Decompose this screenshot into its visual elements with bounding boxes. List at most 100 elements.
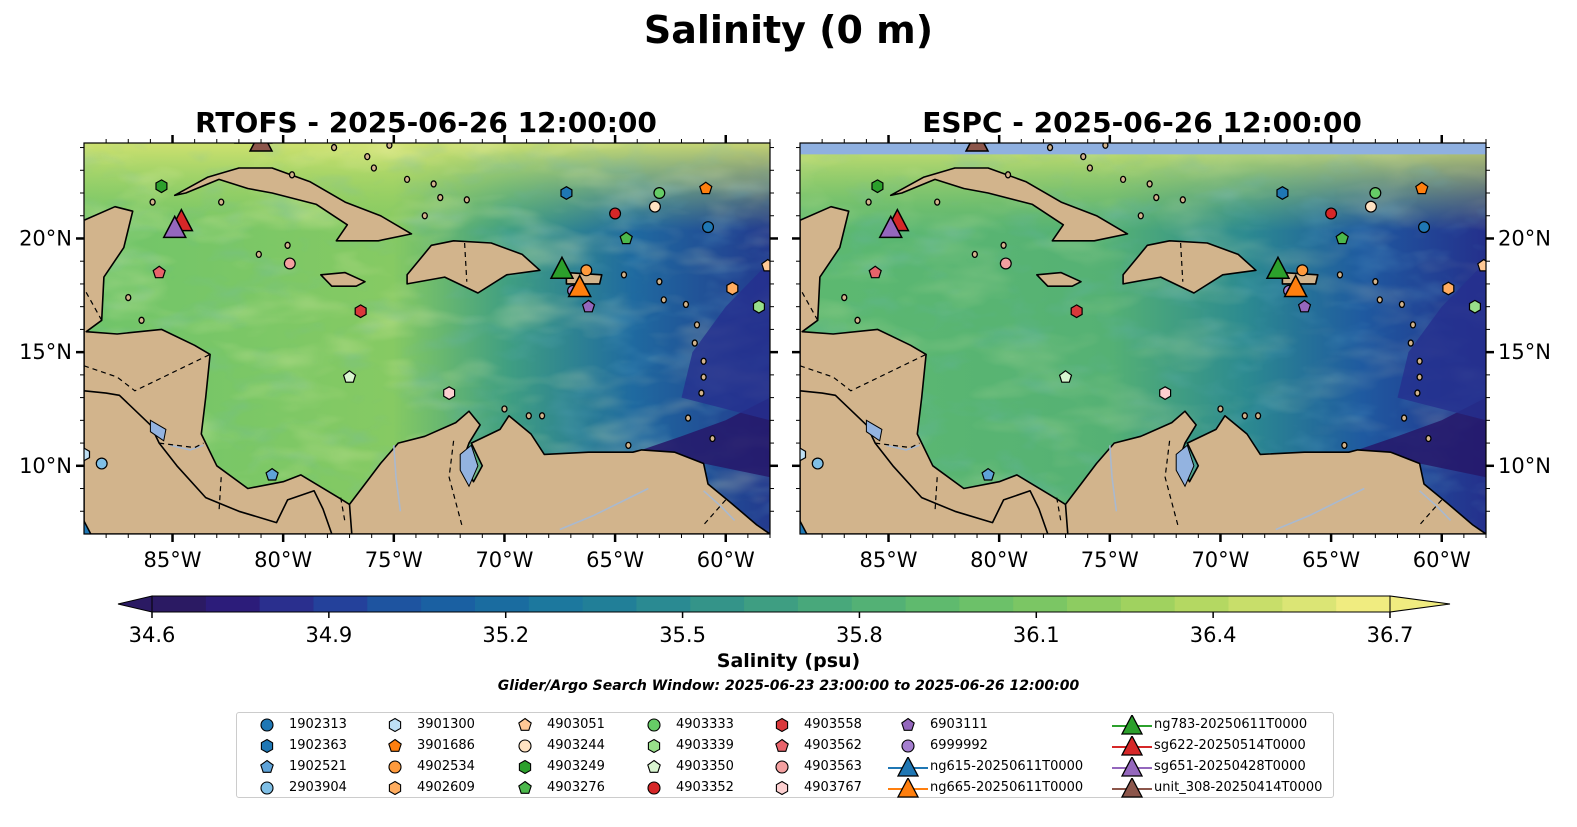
lat-tick-label: 10°N <box>1498 454 1551 478</box>
legend-symbol <box>888 757 928 777</box>
country-border <box>1180 242 1184 282</box>
river-plume <box>641 397 770 478</box>
small-island <box>364 152 371 161</box>
small-island <box>284 241 291 249</box>
colorbar-swatch <box>690 596 745 612</box>
marker-4902609 <box>726 281 739 296</box>
small-island <box>698 389 705 397</box>
colorbar-tick-label: 35.8 <box>836 623 883 647</box>
legend-label: 1902363 <box>289 738 347 753</box>
small-island <box>463 196 470 204</box>
marker-6903111 <box>1297 299 1312 313</box>
marker-4902534 <box>580 264 593 277</box>
small-island <box>1400 414 1408 422</box>
small-island <box>1102 143 1109 149</box>
small-island <box>1416 373 1423 381</box>
legend-symbol <box>1112 715 1152 735</box>
legend-symbol <box>518 717 532 731</box>
marker-4903249 <box>871 179 884 194</box>
colorbar-tick-label: 36.7 <box>1367 623 1414 647</box>
marker-4903352 <box>609 207 622 220</box>
colorbar-swatch <box>421 596 476 612</box>
country-border <box>464 242 468 282</box>
marker-4903767 <box>443 386 456 401</box>
legend-symbol <box>1112 778 1152 798</box>
lat-tick-label: 10°N <box>19 454 72 478</box>
marker-4903352 <box>1325 207 1338 220</box>
small-island <box>288 171 296 179</box>
marker-1902363 <box>560 186 573 200</box>
colorbar-swatch <box>582 596 637 612</box>
legend-label: 6903111 <box>930 717 988 732</box>
legend-label: 4903051 <box>547 717 605 732</box>
legend-label: 1902313 <box>289 717 347 732</box>
search-window-text: Glider/Argo Search Window: 2025-06-23 23… <box>497 678 1080 694</box>
colorbar-label: Salinity (psu) <box>716 650 861 672</box>
small-island <box>330 143 338 152</box>
small-island <box>1137 212 1144 220</box>
small-island <box>700 373 707 381</box>
small-island <box>1416 357 1423 365</box>
river <box>1419 490 1452 521</box>
marker-3901300 <box>800 447 807 462</box>
lon-tick-label: 60°W <box>1413 548 1471 572</box>
small-island <box>1004 171 1012 179</box>
legend-label: 4903563 <box>804 759 862 774</box>
lon-tick-label: 85°W <box>144 548 202 572</box>
small-island <box>1241 412 1248 420</box>
land-1 <box>348 410 770 534</box>
legend-label: 2903904 <box>289 780 347 795</box>
colorbar-tick-label: 34.6 <box>129 623 176 647</box>
legend-symbol <box>775 760 789 774</box>
colorbar-swatch <box>851 596 907 612</box>
small-island <box>1407 339 1414 347</box>
small-island <box>1398 300 1406 309</box>
marker-4903249 <box>155 179 168 194</box>
small-island <box>684 414 692 422</box>
small-island <box>693 321 701 329</box>
small-island <box>1119 175 1127 184</box>
small-island <box>620 271 628 279</box>
colorbar-extend-high <box>1389 595 1451 613</box>
small-island <box>625 441 632 449</box>
lon-tick-label: 70°W <box>1191 548 1249 572</box>
marker-ng783-20250611T0000 <box>549 255 575 280</box>
lake <box>865 419 883 442</box>
colorbar-swatch <box>1174 596 1230 612</box>
lake <box>149 419 167 442</box>
marker-4903562 <box>868 265 882 279</box>
lon-tick-label: 75°W <box>365 548 423 572</box>
marker-4903563 <box>283 257 296 270</box>
legend-symbol <box>260 781 274 795</box>
legend-symbol <box>518 739 532 753</box>
colorbar-frame <box>151 595 1391 613</box>
marker-2903904 <box>811 457 824 470</box>
legend-symbol <box>647 718 661 732</box>
legend-label: 4903249 <box>547 759 605 774</box>
marker-ng615-20250611T0000 <box>800 519 808 534</box>
marker-ng665-20250611T0000 <box>1283 273 1308 298</box>
legend-symbol <box>388 760 402 774</box>
colorbar-swatch <box>205 596 261 612</box>
marker-4903244 <box>1364 200 1377 213</box>
marker-4903244 <box>648 200 661 213</box>
small-island <box>700 357 707 365</box>
marker-unit_308-20250414T0000 <box>964 143 990 152</box>
marker-4903333 <box>653 187 666 200</box>
small-island <box>125 293 132 302</box>
country-border <box>934 477 938 512</box>
legend-symbol <box>260 759 274 773</box>
marker-4903276 <box>619 231 633 245</box>
colorbar-swatch <box>1282 596 1337 612</box>
legend-symbol <box>518 759 532 775</box>
legend-label: 4903244 <box>547 738 605 753</box>
river-plume <box>1357 397 1486 478</box>
legend-label: 4903352 <box>676 780 734 795</box>
river <box>886 444 920 451</box>
legend-symbol <box>888 778 928 798</box>
legend-label: 4903333 <box>676 717 734 732</box>
legend-label: 4902534 <box>417 759 475 774</box>
legend-label: 4903767 <box>804 780 862 795</box>
legend-symbol <box>518 780 532 794</box>
small-island <box>1372 278 1379 286</box>
